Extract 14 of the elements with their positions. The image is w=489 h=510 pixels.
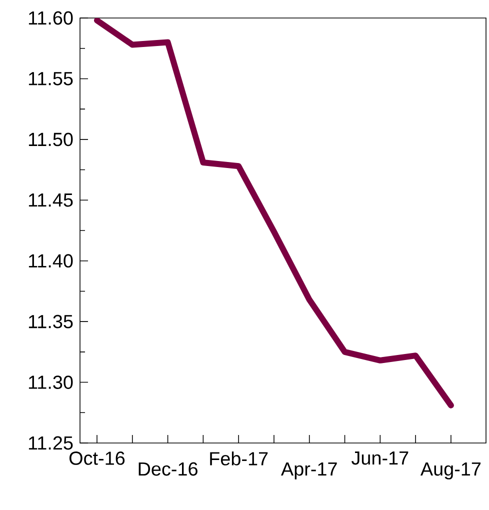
y-tick-label: 11.25 — [28, 436, 73, 450]
y-tick-label: 11.55 — [28, 72, 73, 86]
x-tick-label: Dec-16 — [138, 462, 198, 476]
x-tick-label: Apr-17 — [280, 462, 337, 480]
x-tick-label: Aug-17 — [420, 462, 481, 480]
x-tick-label: Jun-17 — [352, 452, 408, 465]
y-tick-label: 11.40 — [28, 254, 73, 268]
y-tick-label: 11.35 — [28, 314, 73, 328]
x-tick-label: Feb-17 — [210, 452, 268, 466]
y-tick-label: 11.45 — [28, 194, 73, 207]
y-tick-label: 11.30 — [28, 376, 73, 389]
x-tick-label: Oct-16 — [69, 452, 125, 465]
y-tick-label: 11.50 — [28, 132, 73, 146]
y-tick-label: 11.60 — [28, 11, 73, 25]
